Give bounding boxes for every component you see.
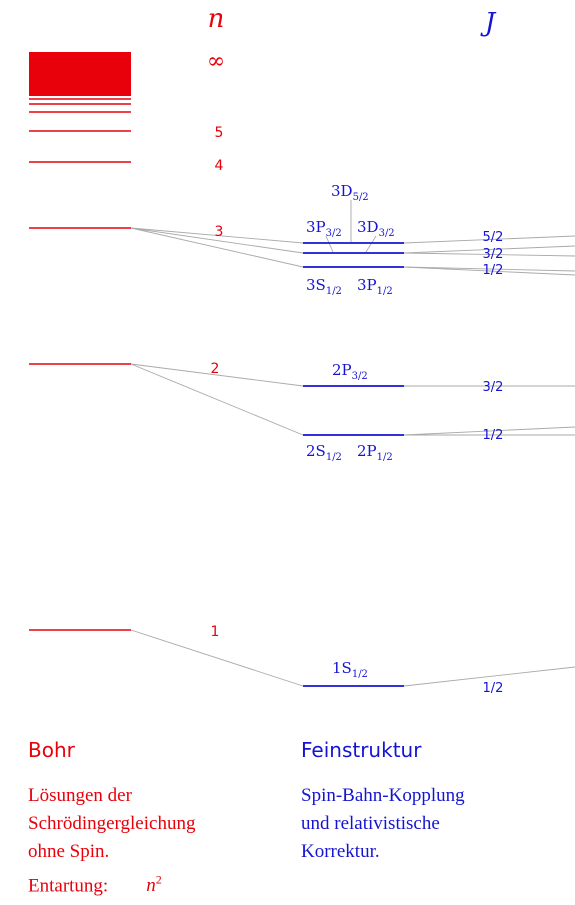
j-value-n3-3-2: 3/2 <box>483 247 504 262</box>
n-label-4: 4 <box>215 158 224 174</box>
term-2p-1-2: 2P1/2 <box>357 442 393 463</box>
continuum-block <box>29 52 131 96</box>
connector-n3-to-5-2 <box>130 227 304 244</box>
n-label-5: 5 <box>215 125 224 141</box>
term-3d-3-2: 3D3/2 <box>357 218 395 239</box>
term-3s-1-2: 3S1/2 <box>306 276 342 297</box>
term-2s-1-2: 2S1/2 <box>306 442 342 463</box>
term-1s-1-2: 1S1/2 <box>332 659 368 680</box>
j-header: J <box>480 8 497 38</box>
bohr-description: Lösungen der Schrödingergleichung ohne S… <box>28 782 195 900</box>
j-value-n3-1-2: 1/2 <box>483 263 504 278</box>
fine-desc-line-1: Spin-Bahn-Kopplung <box>301 785 465 806</box>
bohr-desc-line-1: Lösungen der <box>28 785 132 806</box>
term-3d-5-2: 3D5/2 <box>331 182 369 203</box>
connector-n1-to-1-2 <box>130 629 304 687</box>
connector-right-3-2b <box>403 252 575 257</box>
connector-right-n1-1-2 <box>403 666 575 687</box>
n-labels: 5 4 3 2 1 <box>211 125 224 640</box>
fine-levels <box>303 242 404 687</box>
connector-3p32-label <box>325 235 334 253</box>
connector-n3-to-3-2 <box>130 227 304 254</box>
j-value-n3-5-2: 5/2 <box>483 230 504 245</box>
n-label-3: 3 <box>215 224 224 240</box>
fine-structure-title: Feinstruktur <box>301 738 422 762</box>
bohr-title: Bohr <box>28 738 75 762</box>
n-label-1: 1 <box>211 624 220 640</box>
connector-right-n2-1-2a <box>403 426 575 436</box>
bohr-desc-line-3: ohne Spin. <box>28 841 110 862</box>
fine-desc-line-3: Korrektur. <box>301 841 380 862</box>
connector-n2-to-1-2 <box>130 363 304 436</box>
term-3p-3-2: 3P3/2 <box>306 218 342 239</box>
connector-lines <box>130 200 575 687</box>
connector-right-1-2a <box>403 266 575 272</box>
infinity-label: ∞ <box>207 49 225 74</box>
connector-n3-to-1-2 <box>130 227 304 268</box>
connector-right-5-2 <box>403 235 575 244</box>
term-3p-1-2: 3P1/2 <box>357 276 393 297</box>
j-value-n2-1-2: 1/2 <box>483 428 504 443</box>
degeneracy-value: n2 <box>146 873 162 897</box>
term-symbols: 3D5/2 3P3/2 3D3/2 3S1/2 3P1/2 2P3/2 2S1/… <box>306 182 395 680</box>
connector-right-1-2b <box>403 266 575 276</box>
bohr-desc-line-4: Entartung: n2 <box>28 866 195 900</box>
fine-desc-line-2: und relativistische <box>301 813 440 834</box>
j-value-n2-3-2: 3/2 <box>483 380 504 395</box>
n-label-2: 2 <box>211 361 220 377</box>
connector-3d32-label <box>365 235 377 253</box>
bohr-levels <box>29 52 131 631</box>
term-2p-3-2: 2P3/2 <box>332 361 368 382</box>
j-values: 5/2 3/2 1/2 3/2 1/2 1/2 <box>483 230 504 696</box>
connector-right-3-2a <box>403 245 575 254</box>
fine-structure-description: Spin-Bahn-Kopplung und relativistische K… <box>301 782 465 866</box>
connector-n2-to-3-2 <box>130 363 304 387</box>
n-header: n <box>208 4 225 34</box>
bohr-desc-line-2: Schrödingergleichung <box>28 813 196 834</box>
degeneracy-label: Entartung: <box>28 875 109 897</box>
j-value-n1-1-2: 1/2 <box>483 681 504 696</box>
